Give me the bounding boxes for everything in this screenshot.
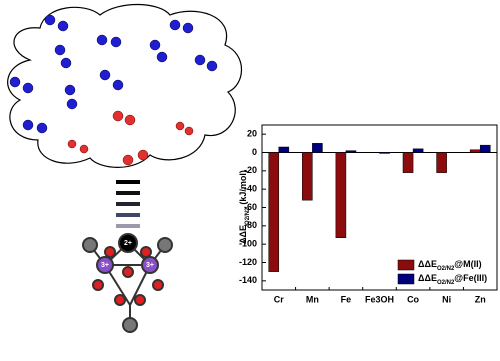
legend-name: @M(II)	[454, 259, 481, 269]
bar	[278, 146, 290, 153]
bar	[302, 152, 313, 201]
legend-symbol: ΔΔE	[418, 273, 437, 283]
y-label-unit: (kJ/mol)	[238, 170, 248, 205]
bar	[345, 150, 357, 153]
bar	[402, 152, 414, 173]
legend-subscript: O2/N2	[437, 266, 455, 272]
bar	[436, 152, 447, 173]
legend-name: @Fe(III)	[454, 273, 487, 283]
y-tick-label: -140	[239, 275, 257, 285]
x-tick-label: Cr	[274, 294, 284, 304]
y-tick-label: -100	[239, 239, 257, 249]
y-tick-label: 20	[247, 129, 257, 139]
bar	[412, 148, 424, 153]
y-tick-label: 0	[252, 147, 257, 157]
x-tick-label: Mn	[306, 294, 319, 304]
y-tick-label: -40	[244, 184, 257, 194]
bar	[379, 152, 390, 154]
cluster-structure	[82, 233, 173, 333]
bar	[479, 144, 491, 153]
y-label-subscript: O2/N2	[245, 207, 251, 225]
y-tick-label: -80	[244, 220, 257, 230]
legend-swatch	[397, 273, 415, 285]
o2-molecules	[67, 110, 194, 166]
x-tick-label: Fe3OH	[365, 294, 394, 304]
bar	[469, 149, 481, 153]
cloud	[7, 3, 242, 168]
legend-label: ΔΔEO2/N2@M(II)	[418, 259, 482, 271]
y-tick-label: -120	[239, 257, 257, 267]
x-tick-label: Ni	[442, 294, 451, 304]
legend-swatch	[397, 259, 415, 271]
bar	[268, 152, 280, 272]
x-tick-label: Co	[407, 294, 419, 304]
n2-molecules	[9, 14, 218, 134]
charge-label: 3+	[146, 262, 154, 269]
y-tick-label: -20	[244, 165, 257, 175]
bar	[312, 143, 323, 153]
legend-symbol: ΔΔE	[418, 259, 437, 269]
y-tick-label: -60	[244, 202, 257, 212]
charge-label: 3+	[101, 262, 109, 269]
x-tick-label: Fe	[341, 294, 352, 304]
bar	[335, 152, 347, 238]
y-axis-label: ΔΔEO2/N2 (kJ/mol)	[238, 170, 250, 244]
x-tick-label: Zn	[475, 294, 486, 304]
y-label-symbol: ΔΔE	[238, 225, 248, 244]
legend-label: ΔΔEO2/N2@Fe(III)	[418, 273, 487, 285]
charge-label: 2+	[124, 240, 132, 247]
legend-subscript: O2/N2	[437, 280, 455, 286]
interaction-bars	[116, 180, 140, 228]
